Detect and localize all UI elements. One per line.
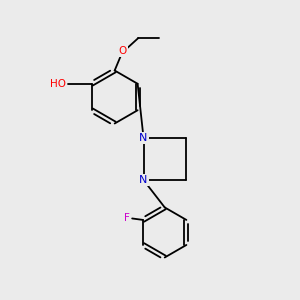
Text: N: N	[139, 133, 148, 142]
Text: HO: HO	[50, 79, 66, 89]
Text: N: N	[139, 175, 148, 185]
Text: O: O	[118, 46, 127, 56]
Text: F: F	[124, 214, 130, 224]
